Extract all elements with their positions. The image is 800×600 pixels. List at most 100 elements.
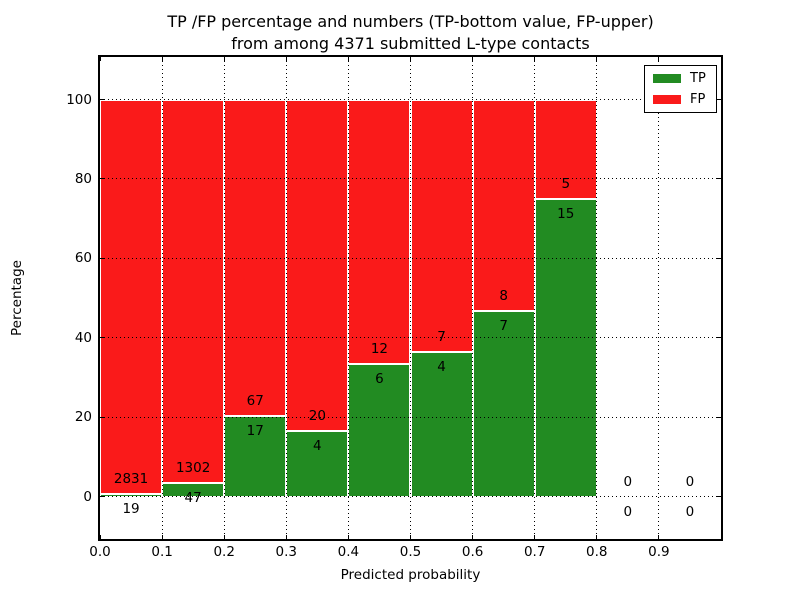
y-tick-mark-right [717,178,721,180]
y-tick-mark-right [717,496,721,498]
bar-fp-count-label: 12 [370,341,389,358]
bar-tp-count-label: 15 [557,205,575,222]
y-tick-label: 60 [74,250,92,267]
y-tick-label: 100 [66,91,92,108]
bar-fp-count-label: 0 [685,473,695,490]
x-tick-mark-top [658,57,660,61]
bar-tp-segment [472,311,535,497]
x-tick-mark [285,535,287,539]
bar-fp-segment [534,99,597,199]
bar-tp-segment [534,198,597,497]
gridline-vertical [472,57,474,539]
bar-fp-segment [100,99,163,495]
y-tick-mark-right [717,257,721,259]
y-axis-label: Percentage [9,260,25,336]
gridline-vertical [534,57,536,539]
x-tick-mark-top [223,57,225,61]
x-tick-mark [410,535,411,539]
x-tick-mark [658,535,660,539]
legend: TP FP [644,65,717,113]
bar-fp-count-label: 7 [437,329,446,346]
bar-tp-count-label: 6 [375,371,384,388]
x-axis-label: Predicted probability [340,567,481,583]
x-tick-mark-top [472,57,474,61]
legend-swatch-fp [653,95,681,104]
y-tick-mark [100,337,104,339]
y-tick-mark-right [717,416,721,418]
legend-label-tp: TP [690,71,706,86]
x-tick-mark-top [347,57,349,61]
y-tick-label: 80 [74,170,92,187]
bar-fp-segment [348,99,411,365]
bar-fp-segment [286,99,349,431]
y-tick-mark [100,178,104,180]
plot-area: 2831 19 1302 47 67 17 20 4 12 6 7 4 8 7 5 15 0 0 0 0 [99,57,721,539]
x-tick-label: 0.0 [89,544,111,560]
x-tick-label: 0.3 [275,544,298,560]
x-tick-mark [161,535,163,539]
x-tick-mark [534,535,536,539]
x-tick-mark [472,535,474,539]
y-tick-mark [100,257,104,259]
gridline-vertical [410,57,411,539]
bar-tp-segment [224,416,287,497]
legend-swatch-tp [653,74,681,83]
bar-fp-count-label: 2831 [113,471,149,488]
x-tick-mark [596,535,598,539]
bar-fp-count-label: 0 [623,473,633,490]
x-tick-mark-top [410,57,411,61]
bar-tp-count-label: 0 [623,503,633,520]
bar-tp-segment [410,352,473,497]
y-tick-label: 0 [83,488,92,505]
x-tick-label: 0.5 [399,544,422,560]
x-tick-mark-top [99,57,101,61]
x-tick-mark-top [596,57,598,61]
legend-label-fp: FP [690,92,706,107]
y-tick-mark-right [717,337,721,339]
bar-tp-segment [286,430,349,497]
y-tick-mark [100,416,104,418]
bar-tp-count-label: 4 [313,437,322,454]
x-tick-label: 0.1 [151,544,173,560]
chart-title-line2: from among 4371 submitted L-type contact… [231,34,590,53]
bar-fp-count-label: 5 [561,175,571,192]
bar-tp-count-label: 17 [246,423,264,440]
bar-tp-count-label: 0 [685,503,695,520]
gridline-vertical [347,57,349,539]
gridline-vertical [285,57,287,539]
x-tick-mark [99,535,101,539]
bar-tp-count-label: 47 [184,490,202,507]
x-tick-mark [347,535,349,539]
bar-tp-count-label: 7 [499,318,508,335]
x-tick-mark-top [161,57,163,61]
chart-title-line1: TP /FP percentage and numbers (TP-bottom… [167,12,654,31]
bar-tp-segment [348,364,411,497]
x-tick-mark [223,535,225,539]
chart-title: TP /FP percentage and numbers (TP-bottom… [100,11,721,55]
x-tick-label: 0.9 [648,544,670,560]
gridline-vertical [223,57,225,539]
y-tick-mark [100,99,104,101]
y-tick-mark-right [717,99,721,101]
x-tick-label: 0.2 [213,544,235,560]
bar-fp-count-label: 67 [246,393,264,410]
x-tick-label: 0.8 [586,544,608,560]
bar-fp-segment [410,99,473,353]
bar-tp-count-label: 4 [437,359,446,376]
bar-fp-segment [162,99,225,484]
x-tick-mark-top [285,57,287,61]
y-tick-label: 40 [74,329,92,346]
y-tick-label: 20 [74,409,92,426]
x-tick-label: 0.6 [461,544,484,560]
bar-fp-count-label: 20 [308,407,326,424]
bar-fp-count-label: 8 [499,288,508,305]
gridline-vertical [161,57,163,539]
x-tick-label: 0.7 [523,544,546,560]
x-tick-label: 0.4 [337,544,360,560]
y-tick-mark [100,496,104,498]
bar-tp-count-label: 19 [122,501,140,518]
x-tick-mark-top [534,57,536,61]
gridline-vertical [596,57,598,539]
bar-fp-count-label: 1302 [175,460,211,477]
